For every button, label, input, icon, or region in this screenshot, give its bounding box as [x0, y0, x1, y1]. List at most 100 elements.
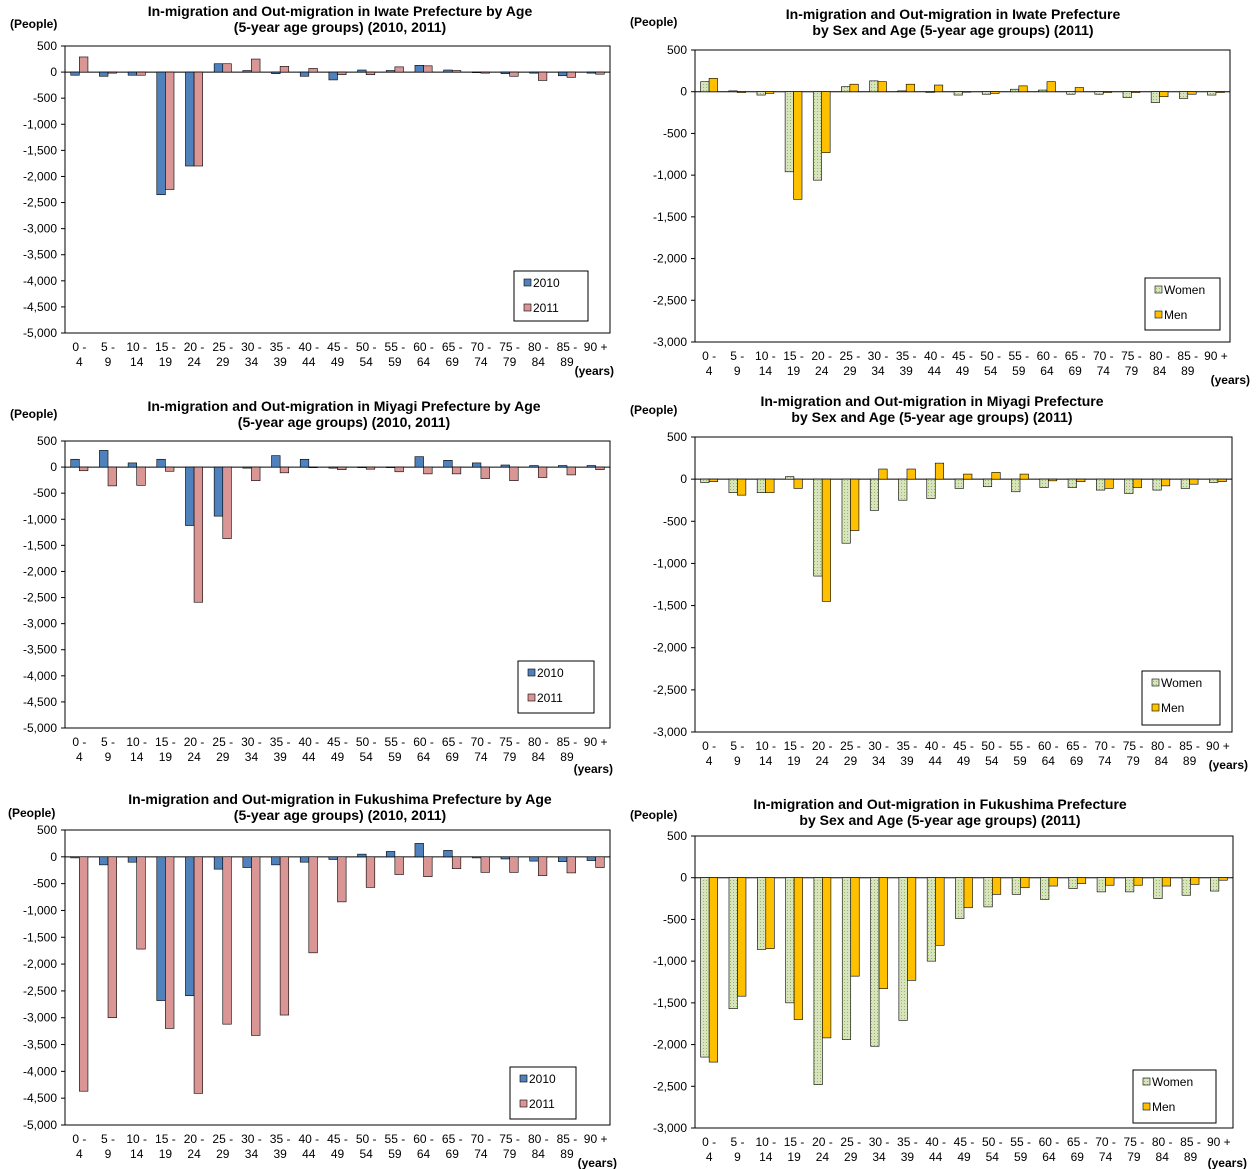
x-tick-label: 0 - [72, 340, 86, 354]
x-tick-label: 90 + [584, 1132, 608, 1146]
x-tick-label: 89 [560, 750, 574, 764]
x-tick-label: 85 - [557, 735, 578, 749]
y-tick-label: 500 [37, 823, 57, 837]
legend-swatch [1142, 1102, 1151, 1111]
x-tick-label: 64 [1040, 364, 1054, 378]
bar [480, 466, 490, 479]
bar [850, 877, 860, 977]
legend-swatch [527, 693, 536, 702]
x-axis-label: (years) [1209, 758, 1248, 772]
bar [1150, 91, 1160, 103]
y-tick-label: -4,000 [23, 669, 57, 683]
x-tick-label: 0 - [702, 1135, 716, 1149]
x-tick-label: 54 [984, 364, 998, 378]
bar [700, 81, 710, 93]
x-tick-label: 20 - [811, 349, 832, 363]
x-tick-label: 0 - [72, 1132, 86, 1146]
bar [136, 856, 146, 950]
x-tick-label: 34 [245, 355, 259, 369]
x-tick-label: 14 [759, 1150, 773, 1164]
bar [1190, 877, 1200, 885]
x-tick-label: 45 - [954, 1135, 975, 1149]
x-tick-label: 24 [816, 754, 830, 768]
bar [1019, 473, 1029, 480]
x-tick-label: 9 [105, 355, 112, 369]
bar [385, 70, 396, 73]
x-tick-label: 29 [216, 750, 230, 764]
y-tick-label: -2,000 [653, 641, 687, 655]
x-tick-label: 59 [1012, 364, 1026, 378]
bar [737, 877, 747, 997]
bar [537, 856, 548, 876]
bar [529, 71, 539, 74]
x-tick-label: 39 [900, 364, 914, 378]
x-tick-label: 44 [302, 355, 316, 369]
x-tick-label: 79 [1125, 364, 1139, 378]
x-tick-label: 0 - [72, 735, 86, 749]
bar [357, 466, 367, 468]
bar [1010, 88, 1020, 93]
x-tick-label: 44 [929, 1150, 943, 1164]
y-tick-label: 0 [50, 850, 57, 864]
x-tick-label: 65 - [1066, 739, 1087, 753]
chart-iwate-age: In-migration and Out-migration in Iwate … [0, 0, 620, 385]
bar [328, 856, 338, 860]
x-tick-label: 49 [957, 754, 971, 768]
bar [1076, 478, 1086, 482]
bar [213, 856, 224, 870]
bar [1039, 478, 1049, 488]
x-tick-label: 44 [928, 364, 942, 378]
y-tick-label: 500 [667, 43, 687, 57]
x-tick-label: 60 - [1039, 1135, 1060, 1149]
y-axis-label: (People) [630, 15, 677, 29]
x-tick-label: 15 - [783, 349, 804, 363]
bar [357, 69, 367, 73]
x-tick-label: 65 - [1067, 1135, 1088, 1149]
bar [1104, 478, 1114, 489]
x-tick-label: 25 - [212, 1132, 233, 1146]
bar [1161, 478, 1171, 487]
y-tick-label: -500 [663, 126, 687, 140]
y-tick-label: -1,000 [653, 556, 687, 570]
bar [813, 478, 823, 577]
x-tick-label: 44 [302, 750, 316, 764]
bar [127, 462, 138, 468]
chart-svg: In-migration and Out-migration in Miyagi… [630, 393, 1248, 772]
x-tick-label: 4 [76, 750, 83, 764]
bar [700, 877, 710, 1058]
x-tick-label: 40 - [298, 735, 319, 749]
y-tick-label: 500 [37, 39, 57, 53]
x-tick-label: 55 - [1010, 1135, 1031, 1149]
x-tick-label: 45 - [327, 735, 348, 749]
x-tick-label: 80 - [1151, 739, 1172, 753]
bar [365, 71, 376, 76]
x-tick-label: 30 - [868, 739, 889, 753]
bar [1046, 81, 1056, 93]
bar [156, 71, 166, 196]
x-tick-label: 45 - [327, 1132, 348, 1146]
chart-title: by Sex and Age (5-year age groups) (2011… [799, 812, 1080, 828]
bar [935, 877, 945, 946]
bar [558, 856, 568, 862]
legend-label: 2010 [533, 276, 560, 290]
bar [107, 71, 117, 74]
bar [737, 478, 747, 496]
y-tick-label: -2,500 [653, 293, 687, 307]
bar [394, 66, 404, 73]
x-tick-label: 14 [759, 364, 773, 378]
bar [756, 478, 766, 493]
x-tick-label: 20 - [184, 735, 205, 749]
bar [443, 460, 453, 468]
x-tick-label: 44 [302, 1147, 316, 1161]
bar [337, 466, 347, 471]
x-tick-label: 70 - [471, 735, 492, 749]
x-axis-label: (years) [574, 762, 613, 776]
bar [136, 466, 146, 486]
bar [537, 71, 548, 81]
plot-frame [694, 835, 1234, 1129]
x-tick-label: 5 - [730, 349, 744, 363]
bar [756, 91, 766, 96]
x-tick-label: 84 [1153, 364, 1167, 378]
x-tick-label: 24 [816, 1150, 830, 1164]
legend-swatch [519, 1074, 528, 1083]
